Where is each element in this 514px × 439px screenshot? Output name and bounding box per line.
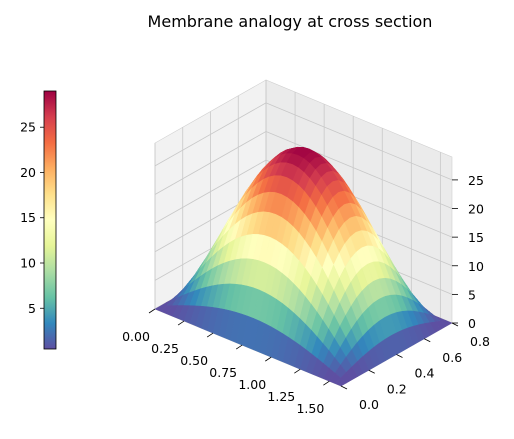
y-tick-label: 0.2 bbox=[387, 381, 407, 396]
x-tick-label: 1.50 bbox=[296, 401, 324, 416]
gridline-z bbox=[154, 159, 267, 224]
z-tick-label: 5 bbox=[468, 287, 476, 302]
gridline-z bbox=[265, 102, 453, 181]
colorbar-tick-label: 20 bbox=[20, 165, 36, 180]
z-tick-label: 20 bbox=[468, 202, 484, 217]
y-tick bbox=[396, 354, 403, 358]
y-tick-label: 0.8 bbox=[470, 334, 490, 349]
y-tick bbox=[340, 385, 348, 390]
x-tick bbox=[206, 332, 214, 338]
x-tick bbox=[235, 344, 243, 350]
y-tick-label: 0.4 bbox=[415, 366, 435, 381]
chart-title: Membrane analogy at cross section bbox=[148, 12, 433, 31]
colorbar-tick-label: 15 bbox=[20, 210, 36, 225]
x-tick-label: 0.00 bbox=[122, 329, 150, 344]
z-tick-label: 0 bbox=[468, 316, 476, 331]
x-tick bbox=[177, 320, 185, 326]
colorbar-tick-label: 5 bbox=[28, 301, 36, 316]
y-tick bbox=[451, 322, 459, 327]
y-tick bbox=[368, 369, 375, 374]
z-tick-label: 15 bbox=[468, 230, 484, 245]
gridline-z bbox=[265, 131, 453, 209]
z-tick-label: 10 bbox=[468, 259, 484, 274]
surface-plot bbox=[154, 146, 453, 387]
colorbar-tick-label: 10 bbox=[20, 256, 36, 271]
x-tick-label: 0.75 bbox=[209, 365, 237, 380]
y-tick-label: 0.6 bbox=[442, 350, 462, 365]
z-tick-label: 25 bbox=[468, 173, 484, 188]
surface-patch bbox=[334, 377, 348, 387]
y-tick bbox=[424, 338, 431, 343]
x-tick-label: 0.25 bbox=[151, 341, 179, 356]
x-tick bbox=[148, 308, 156, 314]
x-tick bbox=[265, 356, 272, 362]
colorbar-gradient bbox=[43, 90, 57, 350]
x-tick-label: 1.00 bbox=[238, 377, 266, 392]
gridline-z bbox=[154, 131, 267, 195]
gridline-z bbox=[154, 102, 267, 167]
colorbar-tick-label: 25 bbox=[20, 120, 36, 135]
x-tick bbox=[323, 380, 330, 386]
x-tick bbox=[294, 368, 301, 374]
y-tick-label: 0.0 bbox=[359, 397, 379, 412]
axis-ticks: 0.000.250.500.751.001.251.50 0.0 0.2 0.4 0.6… bbox=[122, 173, 490, 416]
colorbar: 5 10 15 20 25 bbox=[20, 90, 57, 350]
x-tick-label: 1.25 bbox=[267, 389, 295, 404]
x-tick-label: 0.50 bbox=[180, 353, 208, 368]
